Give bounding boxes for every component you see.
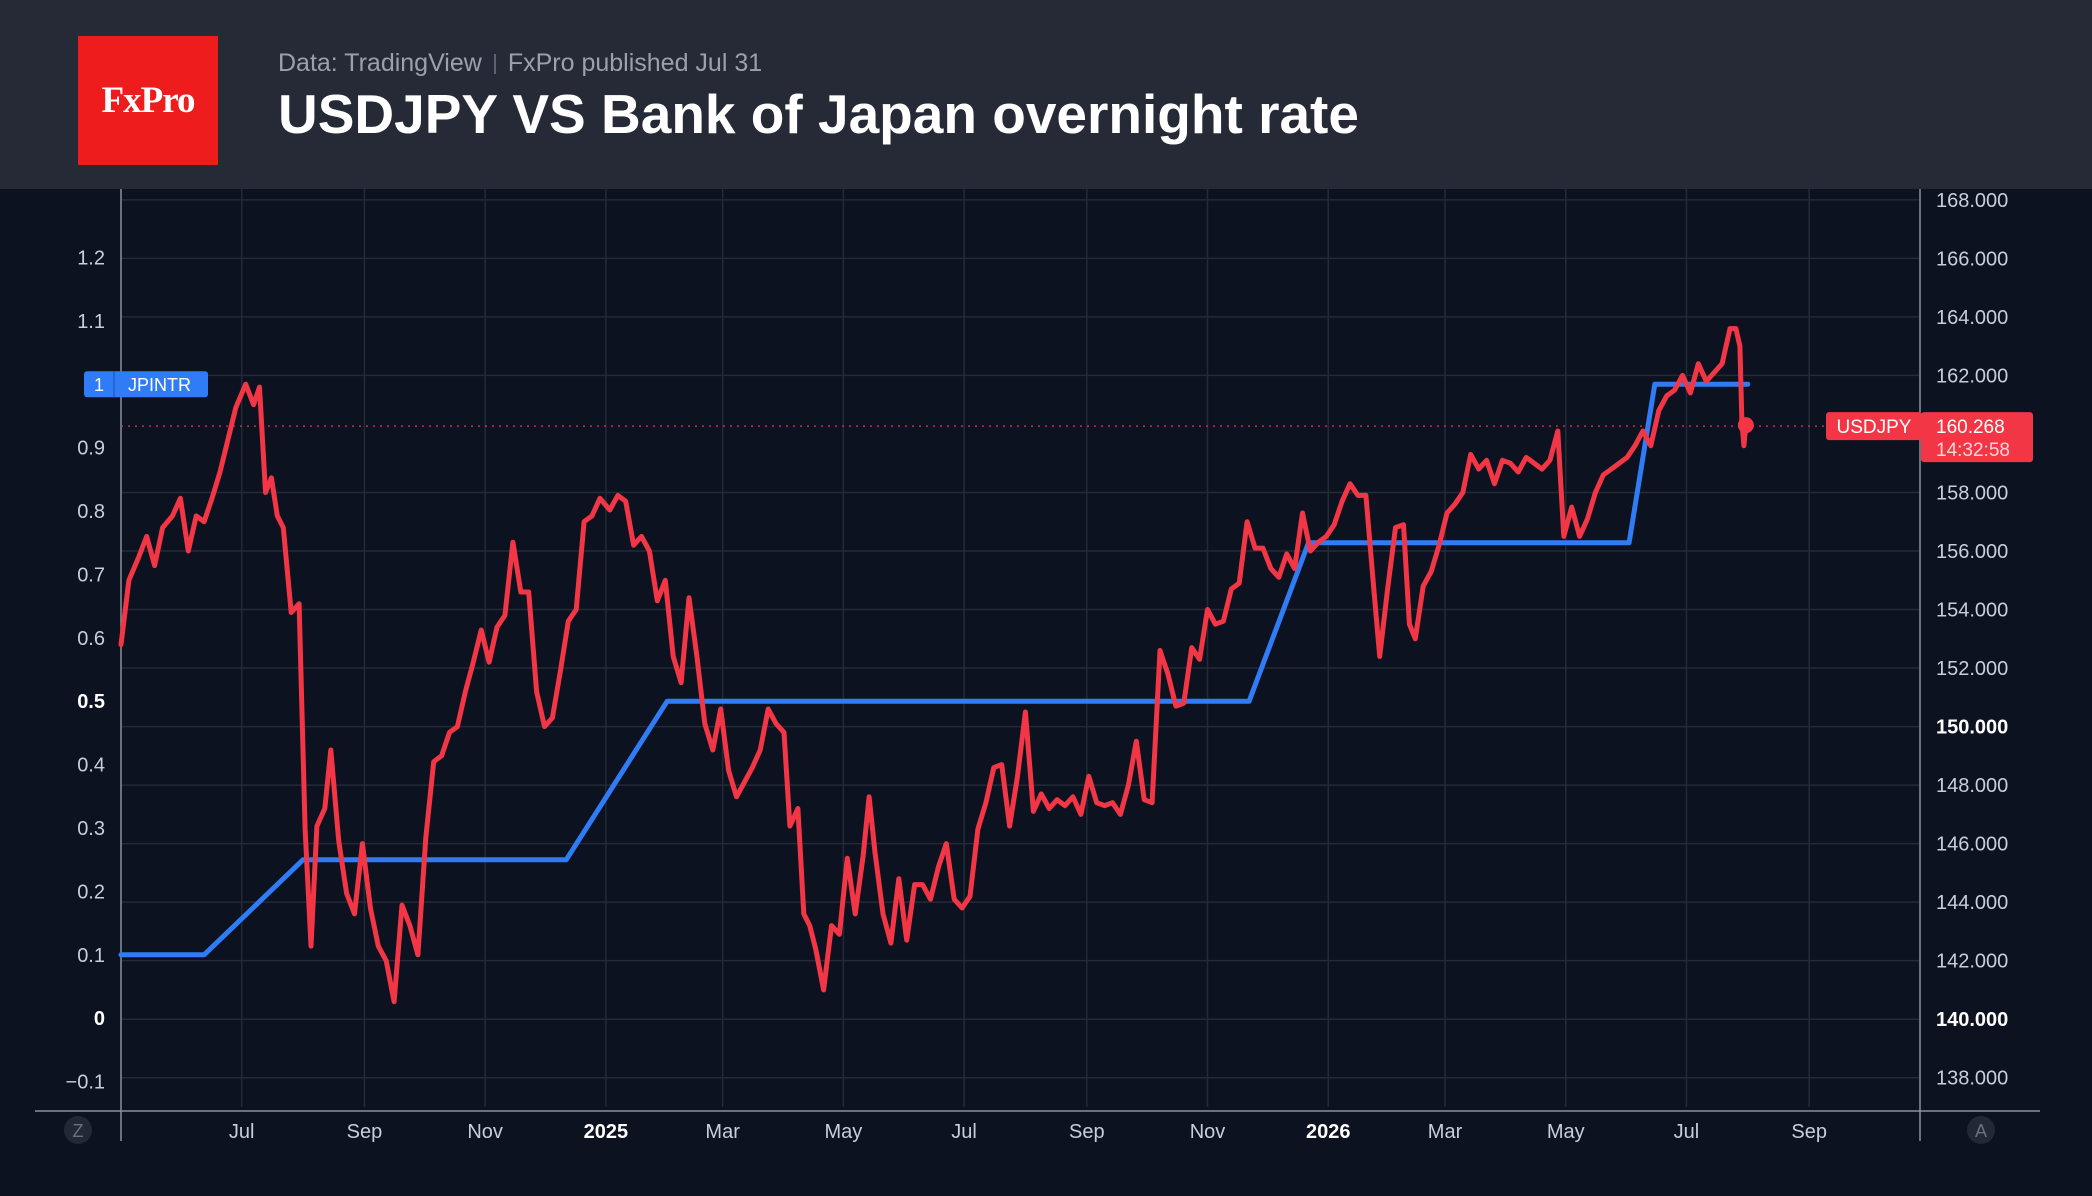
left-axis-ticks: 1.2 1.1 0.9 0.8 0.7 0.6 0.5 0.4 0.3 0.2 0.1 0 −0.1 [66, 247, 105, 1093]
right-tick-label: 148.000 [1936, 775, 2008, 797]
auto-scale-a-button[interactable]: A [1967, 1116, 1995, 1144]
jpintr-legend-name: JPINTR [128, 375, 191, 395]
time-tick-label: Nov [1190, 1121, 1226, 1143]
left-tick-label: −0.1 [66, 1072, 105, 1094]
chart-header: FxPro Data: TradingView FxPro published … [0, 0, 2092, 189]
left-tick-label: 0.5 [77, 691, 105, 713]
jpintr-legend-number: 1 [94, 375, 104, 395]
jpintr-label: 1 JPINTR [84, 371, 208, 398]
time-tick-label: Jul [951, 1121, 977, 1143]
left-tick-label: 0.4 [77, 755, 105, 777]
time-tick-label: 2026 [1306, 1121, 1351, 1143]
published-date: FxPro published Jul 31 [507, 49, 763, 77]
chart-canvas[interactable]: 1.2 1.1 0.9 0.8 0.7 0.6 0.5 0.4 0.3 0.2 0.1 0 −0.1 1… [0, 189, 2092, 1196]
fxpro-logo: FxPro [78, 36, 218, 165]
usdjpy-countdown: 14:32:58 [1936, 440, 2010, 461]
right-tick-label: 162.000 [1936, 365, 2008, 387]
auto-scale-z-button[interactable]: Z [64, 1116, 92, 1144]
auto-scale-a-button-bg [1967, 1116, 1995, 1144]
left-tick-label: 0 [94, 1008, 105, 1030]
usdjpy-line [118, 326, 1749, 1005]
right-tick-label: 144.000 [1936, 892, 2008, 914]
auto-scale-z-button-bg [64, 1116, 92, 1144]
auto-scale-z-button-label: Z [73, 1121, 84, 1141]
time-tick-label: Sep [1791, 1121, 1827, 1143]
time-tick-label: Mar [705, 1121, 740, 1143]
usdjpy-last-price: 160.268 [1936, 417, 2005, 438]
right-tick-label: 158.000 [1936, 482, 2008, 504]
time-axis-ticks: Jul Sep Nov 2025 Mar May Jul Sep Nov 2026 Mar May Ju… [64, 1116, 1995, 1144]
time-tick-label: Sep [1069, 1121, 1105, 1143]
last-price-dot [1737, 417, 1754, 434]
left-tick-label: 0.6 [77, 628, 105, 650]
time-tick-label: May [824, 1121, 862, 1143]
right-tick-label: 138.000 [1936, 1068, 2008, 1090]
left-tick-label: 0.7 [77, 564, 105, 586]
chart-title: USDJPY VS Bank of Japan overnight rate [278, 83, 1359, 145]
jpintr-line [118, 381, 1751, 958]
time-tick-label: Mar [1428, 1121, 1463, 1143]
right-tick-label: 156.000 [1936, 541, 2008, 563]
left-tick-label: 0.9 [77, 438, 105, 460]
left-tick-label: 1.2 [77, 247, 105, 269]
usdjpy-price-bg [1921, 412, 2033, 463]
time-tick-label: Jul [1674, 1121, 1700, 1143]
right-tick-label: 154.000 [1936, 600, 2008, 622]
time-tick-label: 2025 [584, 1121, 629, 1143]
right-tick-label: 150.000 [1936, 717, 2008, 739]
series-lines [118, 326, 1920, 1005]
right-tick-label: 152.000 [1936, 658, 2008, 680]
left-tick-label: 1.1 [77, 311, 105, 333]
time-tick-label: May [1547, 1121, 1585, 1143]
time-tick-label: Sep [347, 1121, 383, 1143]
left-tick-label: 0.2 [77, 881, 105, 903]
usdjpy-name-bg [1826, 412, 1922, 441]
right-tick-label: 168.000 [1936, 190, 2008, 212]
left-tick-label: 0.3 [77, 818, 105, 840]
right-tick-label: 142.000 [1936, 951, 2008, 973]
logo-text: FxPro [101, 80, 196, 121]
time-tick-label: Jul [229, 1121, 255, 1143]
subtitle-separator [493, 53, 496, 74]
right-tick-label: 146.000 [1936, 834, 2008, 856]
time-tick-label: Nov [467, 1121, 503, 1143]
right-tick-label: 166.000 [1936, 248, 2008, 270]
left-tick-label: 0.1 [77, 945, 105, 967]
grid-lines [121, 189, 1920, 1107]
right-tick-label: 164.000 [1936, 307, 2008, 329]
right-tick-label: 140.000 [1936, 1009, 2008, 1031]
chart-frame [35, 189, 2040, 1141]
auto-scale-a-button-label: A [1975, 1121, 1987, 1141]
data-source: Data: TradingView [278, 49, 482, 77]
left-tick-label: 0.8 [77, 501, 105, 523]
chart-subtitle: Data: TradingView FxPro published Jul 31 [278, 49, 762, 78]
jpintr-label-bg [84, 371, 208, 398]
right-axis-ticks: 168.000 166.000 164.000 162.000 158.000 156.0… [1936, 190, 2008, 1090]
usdjpy-name: USDJPY [1837, 417, 1912, 438]
